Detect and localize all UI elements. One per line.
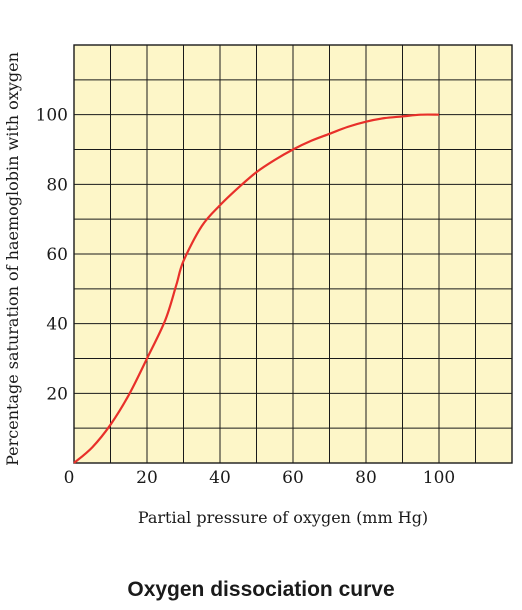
figure-caption: Oxygen dissociation curve [127,578,395,601]
x-tick-label: 40 [209,468,231,488]
x-tick-label: 20 [136,468,158,488]
tick-labels: 0 20 40 60 80 100 20 40 60 80 100 [36,106,456,488]
y-tick-label: 80 [46,175,68,195]
y-tick-label: 60 [46,245,68,265]
y-axis-label: Percentage saturation of haemoglobin wit… [3,52,22,466]
series-line [73,113,440,464]
x-tick-label: 0 [64,468,75,488]
x-tick-label: 80 [355,468,377,488]
x-axis-label: Partial pressure of oxygen (mm Hg) [138,508,428,527]
x-tick-label: 100 [423,468,455,488]
series-group [73,113,440,464]
y-tick-label: 100 [36,106,68,126]
x-tick-label: 60 [282,468,304,488]
y-tick-label: 20 [46,384,68,404]
y-tick-label: 40 [46,315,68,335]
